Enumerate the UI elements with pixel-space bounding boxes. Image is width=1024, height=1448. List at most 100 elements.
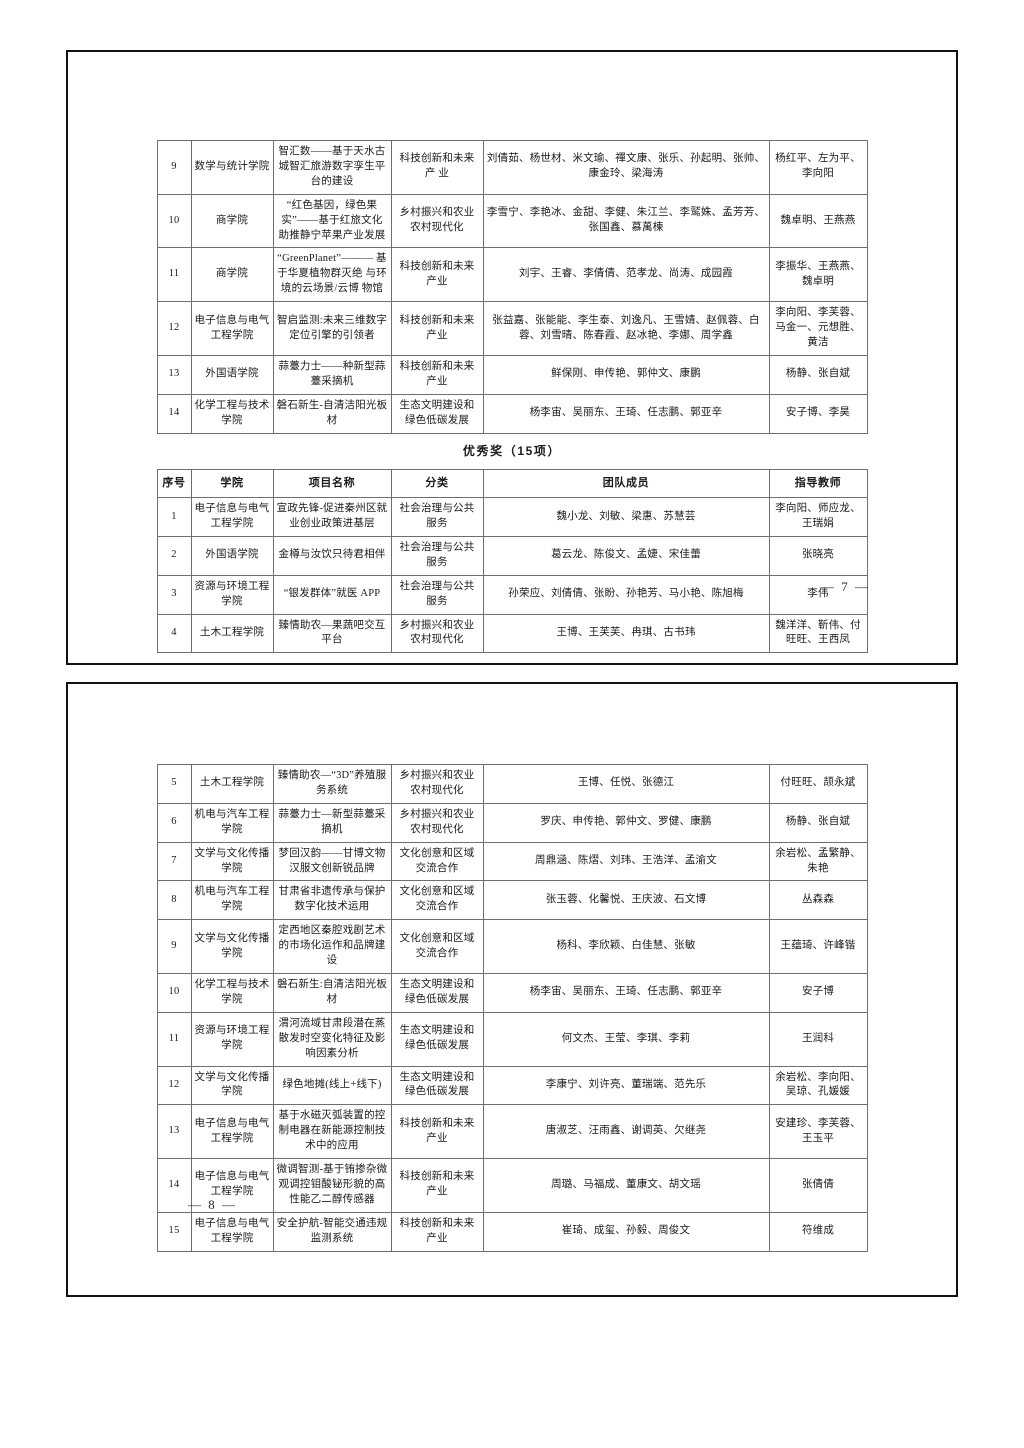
page-7-table-block: 9 数学与统计学院 智汇数——基于天水古城智汇旅游数字孪生平台的建设 科技创新和未来产… (68, 140, 956, 654)
p7-continued-cell-college: 数学与统计学院 (190, 140, 274, 195)
table-row: 3 资源与环境工程学院 “银发群体”就医 APP 社会治理与公共服务 孙荣应、刘倩倩、张… (156, 574, 868, 615)
p8-cell-category: 文化创意和区域交流合作 (390, 880, 484, 921)
p8-cell-college: 电子信息与电气工程学院 (190, 1104, 274, 1160)
table-row: 14 化学工程与技术学院 磐石新生-自清洁阳光板材 生态文明建设和绿色低碳发展 杨李宙、… (156, 393, 868, 434)
p7-column-header-2: 项目名称 (272, 468, 392, 499)
p8-cell-project: 磐石新生:自清洁阳光板材 (272, 972, 392, 1013)
p7-excellence-cell-teacher: 张晓亮 (768, 535, 868, 576)
p7-continued-cell-teacher: 魏卓明、王燕燕 (768, 193, 868, 249)
p7-continued-cell-no: 14 (156, 393, 192, 434)
p8-cell-college: 电子信息与电气工程学院 (190, 1211, 274, 1252)
p7-excellence-cell-category: 乡村振兴和农业农村现代化 (390, 613, 484, 654)
p7-continued-cell-no: 13 (156, 354, 192, 395)
p8-cell-project: 渭河流域甘肃段潜在蒸散发时空变化特征及影响因素分析 (272, 1011, 392, 1067)
p8-cell-project: 基于水磁灭弧装置的控制电器在新能源控制技术中的应用 (272, 1104, 392, 1160)
document-page-8: 5 土木工程学院 臻情助农—“3D”养殖服务系统 乡村振兴和农业农村现代化 王博、任悦、… (66, 682, 958, 1297)
p7-continued-cell-college: 商学院 (190, 247, 274, 303)
p8-cell-no: 8 (156, 880, 192, 921)
p7-continued-cell-project: 蒜薹力士——种新型蒜薹采摘机 (272, 354, 392, 395)
p8-cell-team: 李康宁、刘许亮、董瑞端、范先乐 (482, 1065, 770, 1106)
table-row: 13 电子信息与电气工程学院 基于水磁灭弧装置的控制电器在新能源控制技术中的应用 科技… (156, 1104, 868, 1160)
p7-excellence-cell-college: 资源与环境工程学院 (190, 574, 274, 615)
p8-cell-category: 文化创意和区域交流合作 (390, 919, 484, 974)
table-row: 9 数学与统计学院 智汇数——基于天水古城智汇旅游数字孪生平台的建设 科技创新和未来产… (156, 140, 868, 195)
p7-excellence-cell-category: 社会治理与公共服务 (390, 497, 484, 537)
page-8-table-block: 5 土木工程学院 臻情助农—“3D”养殖服务系统 乡村振兴和农业农村现代化 王博、任悦、… (68, 764, 956, 1252)
p8-cell-teacher: 王蕴琦、许峰锴 (768, 919, 868, 974)
table-row: 5 土木工程学院 臻情助农—“3D”养殖服务系统 乡村振兴和农业农村现代化 王博、任悦、… (156, 764, 868, 804)
p7-continued-cell-category: 生态文明建设和绿色低碳发展 (390, 393, 484, 434)
p8-cell-no: 7 (156, 841, 192, 882)
p7-excellence-cell-project: 金樽与汝饮只待君相伴 (272, 535, 392, 576)
table-row: 7 文学与文化传播学院 梦回汉韵——甘博文物汉服文创新锐品牌 文化创意和区域交流合作周… (156, 841, 868, 882)
p8-cell-team: 周璐、马福成、董康文、胡文瑶 (482, 1158, 770, 1213)
p8-cell-project: 臻情助农—“3D”养殖服务系统 (272, 764, 392, 804)
p8-cell-teacher: 余岩松、李向阳、吴琼、孔媛媛 (768, 1065, 868, 1106)
p8-cell-college: 文学与文化传播学院 (190, 841, 274, 882)
p8-cell-no: 5 (156, 764, 192, 804)
p8-cell-project: 绿色地摊(线上+线下) (272, 1065, 392, 1106)
p7-excellence-cell-project: “银发群体”就医 APP (272, 574, 392, 615)
p7-excellence-cell-team: 葛云龙、陈俊文、孟婕、宋佳蕾 (482, 535, 770, 576)
table-row: 14 电子信息与电气工程学院 微调智测-基于铕掺杂微观调控钼酸铋形貌的高性能乙二醇传… (156, 1158, 868, 1213)
p8-cell-category: 乡村振兴和农业农村现代化 (390, 802, 484, 843)
table-row: 12 电子信息与电气工程学院 智启监测:未来三维数字定位引擎的引领者 科技创新和未来产… (156, 301, 868, 356)
p7-continued-cell-college: 商学院 (190, 193, 274, 249)
p7-continued-cell-teacher: 李振华、王燕燕、魏卓明 (768, 247, 868, 303)
table-row: 13 外国语学院 蒜薹力士——种新型蒜薹采摘机 科技创新和未来产业 鲜保刚、申传艳、郭仲… (156, 354, 868, 395)
p7-excellence-cell-no: 1 (156, 497, 192, 537)
p7-continued-cell-team: 刘倩茹、杨世材、米文瑜、禪文康、张乐、孙起明、张帅、康金玲、梁海涛 (482, 140, 770, 195)
p7-column-header-4: 团队成员 (482, 468, 770, 499)
p8-cell-college: 机电与汽车工程学院 (190, 802, 274, 843)
p7-continued-cell-no: 9 (156, 140, 192, 195)
p7-excellence-cell-category: 社会治理与公共服务 (390, 535, 484, 576)
p8-cell-project: 安全护航-智能交通违规监测系统 (272, 1211, 392, 1252)
p7-column-header-1: 学院 (190, 468, 274, 499)
p7-continued-cell-team: 杨李宙、吴丽东、王琦、任志鹏、郭亚辛 (482, 393, 770, 434)
p7-continued-cell-project: 磐石新生-自清洁阳光板材 (272, 393, 392, 434)
p7-continued-cell-no: 12 (156, 301, 192, 356)
p7-continued-cell-college: 化学工程与技术学院 (190, 393, 274, 434)
p7-continued-cell-teacher: 杨静、张自斌 (768, 354, 868, 395)
p8-cell-teacher: 符维成 (768, 1211, 868, 1252)
p7-continued-cell-no: 10 (156, 193, 192, 249)
p7-continued-cell-college: 电子信息与电气工程学院 (190, 301, 274, 356)
p7-continued-cell-category: 科技创新和未来产业 (390, 354, 484, 395)
p7-continued-cell-team: 刘宇、王睿、李倩倩、范孝龙、尚涛、成园霞 (482, 247, 770, 303)
table-row: 8 机电与汽车工程学院 甘肃省非遗传承与保护数字化技术运用 文化创意和区域交流合作 张玉… (156, 880, 868, 921)
p7-excellence-cell-no: 4 (156, 613, 192, 654)
p7-continued-cell-no: 11 (156, 247, 192, 303)
p7-excellence-cell-teacher: 李伟 (768, 574, 868, 615)
p8-cell-team: 张玉蓉、化馨悦、王庆波、石文博 (482, 880, 770, 921)
p7-continued-cell-category: 乡村振兴和农业农村现代化 (390, 193, 484, 249)
p8-cell-no: 11 (156, 1011, 192, 1067)
p8-cell-team: 杨李宙、吴丽东、王琦、任志鹏、郭亚辛 (482, 972, 770, 1013)
p8-cell-teacher: 安建珍、李芙蓉、王玉平 (768, 1104, 868, 1160)
p8-cell-project: 微调智测-基于铕掺杂微观调控钼酸铋形貌的高性能乙二醇传感器 (272, 1158, 392, 1213)
p8-cell-team: 周鼎涵、陈熠、刘玮、王浩洋、孟渝文 (482, 841, 770, 882)
p8-cell-category: 生态文明建设和绿色低碳发展 (390, 1065, 484, 1106)
p8-cell-no: 13 (156, 1104, 192, 1160)
section-title: 优秀奖（15项） (157, 432, 867, 470)
p7-excellence-cell-team: 王博、王芙芙、冉琪、古书玮 (482, 613, 770, 654)
p8-cell-no: 15 (156, 1211, 192, 1252)
p8-cell-teacher: 杨静、张自斌 (768, 802, 868, 843)
p8-cell-team: 崔琦、成玺、孙毅、周俊文 (482, 1211, 770, 1252)
section-title-row: 优秀奖（15项） (157, 432, 867, 470)
p8-cell-team: 唐淑芝、汪雨鑫、谢调英、欠继尧 (482, 1104, 770, 1160)
p7-column-header-3: 分类 (390, 468, 484, 499)
p8-cell-project: 蒜薹力士—新型蒜薹采摘机 (272, 802, 392, 843)
p8-cell-no: 6 (156, 802, 192, 843)
p7-excellence-cell-college: 土木工程学院 (190, 613, 274, 654)
p8-cell-project: 定西地区秦腔戏剧艺术的市场化运作和品牌建设 (272, 919, 392, 974)
p7-continued-cell-category: 科技创新和未来产 业 (390, 140, 484, 195)
p7-column-header-5: 指导教师 (768, 468, 868, 499)
table-row: 15 电子信息与电气工程学院 安全护航-智能交通违规监测系统 科技创新和未来产业 崔琦、… (156, 1211, 868, 1252)
table-row: 2 外国语学院 金樽与汝饮只待君相伴 社会治理与公共服务 葛云龙、陈俊文、孟婕、宋佳蕾张… (156, 535, 868, 576)
p7-continued-cell-teacher: 杨红平、左为平、李向阳 (768, 140, 868, 195)
page-folio-7: — 7 — (821, 579, 870, 594)
p8-cell-college: 土木工程学院 (190, 764, 274, 804)
p7-excellence-cell-college: 外国语学院 (190, 535, 274, 576)
p8-cell-no: 12 (156, 1065, 192, 1106)
